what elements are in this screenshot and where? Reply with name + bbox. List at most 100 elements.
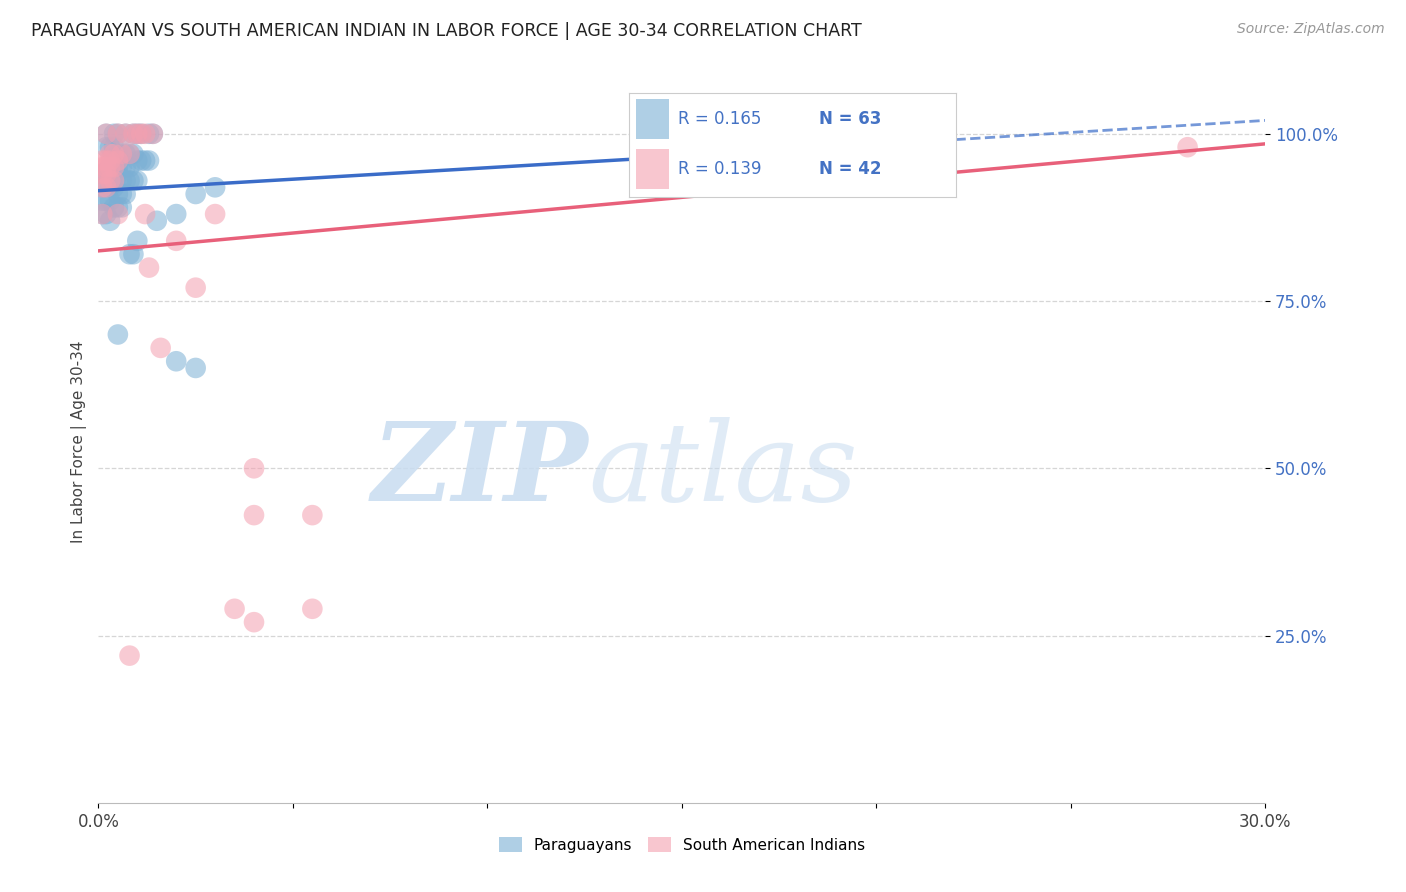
Point xyxy=(103,173,125,188)
Point xyxy=(129,127,152,141)
Point xyxy=(107,327,129,342)
Point xyxy=(118,173,141,188)
Point xyxy=(142,127,165,141)
Point xyxy=(127,234,149,248)
Point xyxy=(118,147,141,161)
Point xyxy=(134,207,156,221)
Point xyxy=(111,187,134,202)
Point xyxy=(122,127,145,141)
Point xyxy=(96,161,118,175)
Point xyxy=(91,180,114,194)
Point xyxy=(98,194,121,208)
Point xyxy=(91,161,114,175)
Point xyxy=(107,161,129,175)
Point xyxy=(301,508,323,523)
Point xyxy=(118,147,141,161)
Point xyxy=(107,201,129,215)
Point xyxy=(107,147,129,161)
Point xyxy=(91,180,114,194)
Point xyxy=(107,153,129,168)
Point xyxy=(165,234,187,248)
Point xyxy=(103,167,125,181)
Point xyxy=(107,127,129,141)
Point xyxy=(96,140,118,154)
Point xyxy=(96,180,118,194)
Point xyxy=(103,161,125,175)
Point xyxy=(98,140,121,154)
Text: ZIP: ZIP xyxy=(373,417,589,524)
Point xyxy=(111,201,134,215)
Point xyxy=(96,167,118,181)
Point xyxy=(107,207,129,221)
Point xyxy=(224,602,246,616)
Point xyxy=(103,140,125,154)
Point xyxy=(114,187,136,202)
Point xyxy=(103,147,125,161)
Point xyxy=(111,147,134,161)
Point xyxy=(98,153,121,168)
Point xyxy=(96,194,118,208)
Point xyxy=(138,260,160,275)
Point xyxy=(91,194,114,208)
Point xyxy=(204,180,226,194)
Point xyxy=(134,127,156,141)
Point xyxy=(129,153,152,168)
Point xyxy=(127,173,149,188)
Point xyxy=(98,161,121,175)
Point xyxy=(98,180,121,194)
Point xyxy=(165,207,187,221)
Point xyxy=(118,247,141,261)
Point xyxy=(122,247,145,261)
Point xyxy=(107,167,129,181)
Point xyxy=(103,201,125,215)
Point xyxy=(91,207,114,221)
Point xyxy=(98,161,121,175)
Point xyxy=(96,127,118,141)
Point xyxy=(146,214,169,228)
Point xyxy=(98,214,121,228)
Point xyxy=(134,153,156,168)
Point xyxy=(184,281,207,295)
Point xyxy=(96,153,118,168)
Point xyxy=(111,161,134,175)
Point xyxy=(103,180,125,194)
Point xyxy=(243,615,266,630)
Point xyxy=(127,127,149,141)
Point xyxy=(114,173,136,188)
Point xyxy=(122,127,145,141)
Point xyxy=(129,127,152,141)
Point xyxy=(98,173,121,188)
Point xyxy=(91,167,114,181)
Point xyxy=(111,173,134,188)
Point xyxy=(122,173,145,188)
Point xyxy=(107,127,129,141)
Point xyxy=(107,187,129,202)
Point xyxy=(301,602,323,616)
Point xyxy=(142,127,165,141)
Point xyxy=(184,187,207,202)
Text: Source: ZipAtlas.com: Source: ZipAtlas.com xyxy=(1237,22,1385,37)
Point xyxy=(98,167,121,181)
Text: atlas: atlas xyxy=(589,417,858,524)
Y-axis label: In Labor Force | Age 30-34: In Labor Force | Age 30-34 xyxy=(72,340,87,543)
Point xyxy=(243,508,266,523)
Point xyxy=(138,127,160,141)
Point xyxy=(204,207,226,221)
Point xyxy=(91,167,114,181)
Point xyxy=(118,161,141,175)
Point xyxy=(114,147,136,161)
Point xyxy=(149,341,172,355)
Point xyxy=(96,167,118,181)
Point xyxy=(118,648,141,663)
Point xyxy=(96,127,118,141)
Point xyxy=(122,147,145,161)
Legend: Paraguayans, South American Indians: Paraguayans, South American Indians xyxy=(491,829,873,860)
Point xyxy=(111,147,134,161)
Point xyxy=(96,207,118,221)
Point xyxy=(103,127,125,141)
Point xyxy=(103,161,125,175)
Point xyxy=(96,180,118,194)
Point xyxy=(91,153,114,168)
Point xyxy=(114,161,136,175)
Point xyxy=(127,153,149,168)
